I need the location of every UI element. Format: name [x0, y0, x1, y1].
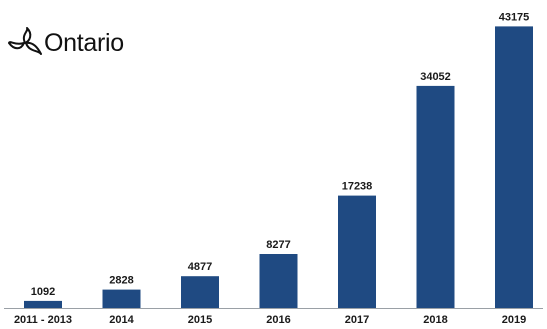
x-tick-label-2: 2015	[188, 314, 212, 326]
bar-2	[181, 276, 219, 308]
x-tick-label-3: 2016	[266, 314, 290, 326]
x-tick-label-5: 2018	[423, 314, 447, 326]
value-label-0: 1092	[31, 286, 55, 298]
value-label-6: 43175	[499, 11, 530, 23]
ontario-logo: Ontario	[8, 26, 124, 60]
bar-5	[416, 85, 455, 309]
trillium-icon	[8, 27, 42, 55]
bar-3	[259, 254, 298, 308]
logo-text: Ontario	[44, 28, 124, 57]
value-label-2: 4877	[188, 261, 212, 273]
bar-1	[102, 289, 141, 308]
value-label-4: 17238	[342, 181, 373, 193]
x-tick-labels-group: 2011 - 2013 2014 2015 2016 2017 2018 2019	[14, 314, 526, 326]
value-label-5: 34052	[420, 71, 451, 83]
value-label-3: 8277	[266, 239, 290, 251]
bar-6	[495, 26, 533, 309]
x-tick-label-0: 2011 - 2013	[14, 314, 72, 326]
x-tick-label-1: 2014	[109, 314, 134, 326]
x-tick-label-6: 2019	[502, 314, 526, 326]
bar-0	[24, 300, 62, 308]
bars-group	[24, 26, 533, 309]
value-labels-group: 1092 2828 4877 8277 17238 34052 43175	[31, 11, 530, 298]
bar-4	[338, 195, 376, 308]
x-tick-label-4: 2017	[345, 314, 369, 326]
value-label-1: 2828	[109, 275, 133, 287]
